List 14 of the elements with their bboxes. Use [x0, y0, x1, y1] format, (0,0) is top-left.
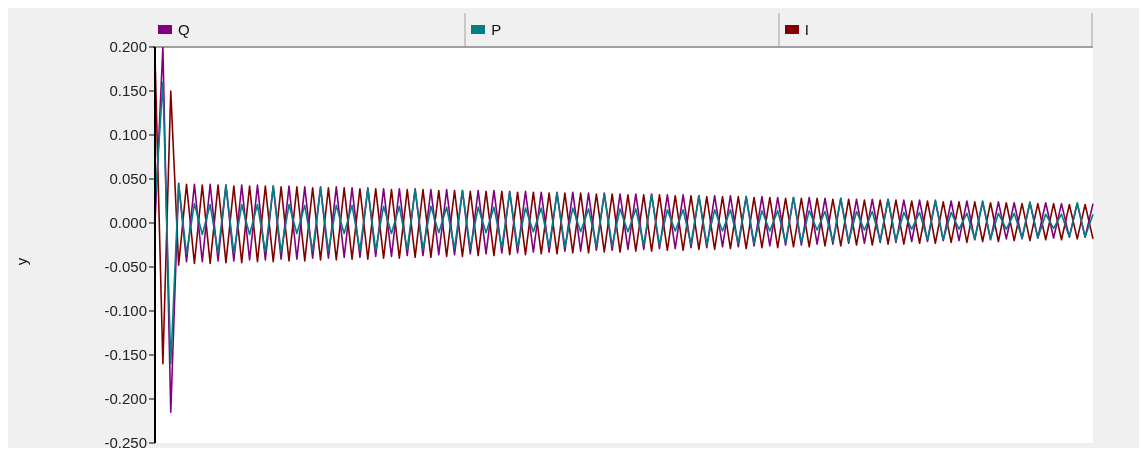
y-tick-label: -0.250 [104, 434, 147, 452]
legend-label: I [804, 21, 809, 38]
y-tick-label: -0.150 [104, 346, 147, 364]
y-tick-label: -0.100 [104, 302, 147, 320]
y-tick-label: 0.050 [109, 170, 147, 188]
y-tick-label: 0.100 [109, 126, 147, 144]
y-tick-label: -0.050 [104, 258, 147, 276]
y-tick-label: 0.000 [109, 214, 147, 232]
legend-label: P [491, 21, 502, 38]
y-tick-label: 0.200 [109, 38, 147, 56]
y-tick-label: -0.200 [104, 390, 147, 408]
y-tick-label: 0.150 [109, 82, 147, 100]
legend-label: Q [178, 21, 190, 38]
y-axis-title: y [13, 257, 31, 266]
